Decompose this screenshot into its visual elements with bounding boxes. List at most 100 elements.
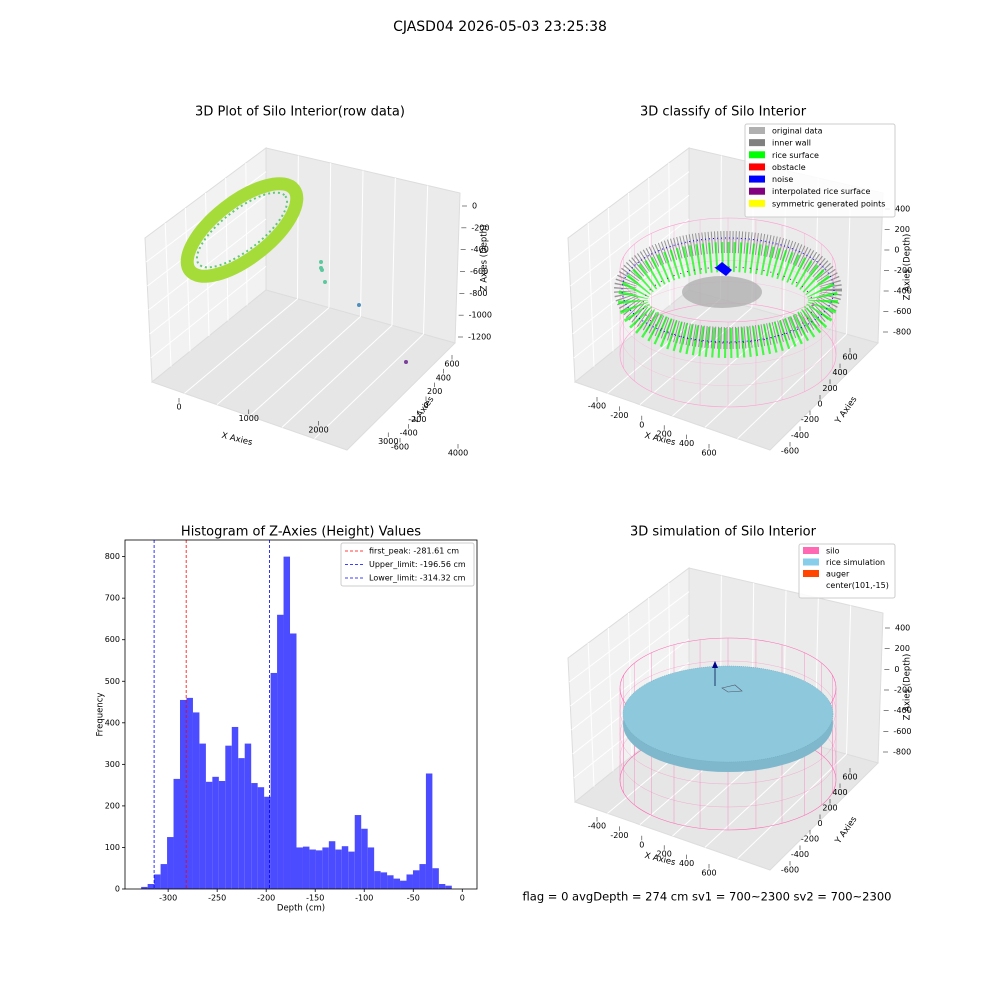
x-tick-label: 4000 bbox=[448, 449, 468, 458]
x-tick-label: -200 bbox=[610, 411, 628, 420]
legend-swatch bbox=[803, 570, 819, 577]
hist-bar bbox=[354, 815, 362, 889]
hist-bar bbox=[296, 847, 303, 889]
hist-bar bbox=[154, 874, 161, 889]
z-tick-label: -200 bbox=[471, 223, 489, 232]
y-tick-label: 200 bbox=[105, 801, 120, 810]
hist-bar bbox=[173, 778, 181, 889]
y-tick-label: 700 bbox=[105, 594, 120, 603]
hist-bar bbox=[322, 847, 329, 889]
hist-bar bbox=[335, 849, 342, 889]
y-axis-label: Y Axies bbox=[833, 814, 860, 846]
legend-swatch bbox=[803, 547, 819, 554]
hist-bar bbox=[186, 697, 193, 889]
z-tick-label: -600 bbox=[893, 307, 911, 316]
legend-label: noise bbox=[772, 175, 793, 184]
legend-swatch bbox=[803, 558, 819, 566]
z-tick-label: 400 bbox=[895, 205, 910, 214]
legend-swatch bbox=[749, 175, 765, 183]
hist-bar bbox=[231, 726, 239, 889]
legend-swatch bbox=[749, 187, 765, 195]
hist-bar bbox=[199, 743, 206, 889]
hist-bar bbox=[432, 868, 439, 889]
x-tick-label: 200 bbox=[657, 850, 672, 859]
pane-grid bbox=[720, 155, 722, 299]
legend-label: original data bbox=[772, 127, 823, 136]
hist-bar bbox=[205, 781, 213, 889]
pane-grid bbox=[639, 307, 753, 406]
hist-bar bbox=[290, 633, 297, 889]
y-tick-label: 200 bbox=[822, 804, 837, 813]
x-tick-label: 2000 bbox=[308, 426, 328, 435]
hist-bar bbox=[367, 847, 375, 889]
rice-points bbox=[618, 242, 838, 358]
x-tick-label: 1000 bbox=[239, 414, 259, 423]
z-tick-label: 0 bbox=[472, 202, 477, 211]
x-tick-label: -200 bbox=[610, 831, 628, 840]
y-tick-label: -600 bbox=[391, 443, 409, 452]
pane-grid bbox=[568, 591, 690, 683]
y-tick-label: 0 bbox=[423, 401, 428, 410]
x-tick-label: 3000 bbox=[378, 437, 398, 446]
y-tick-label: 600 bbox=[444, 360, 459, 369]
hist-bar bbox=[393, 878, 401, 889]
hist-bar bbox=[341, 846, 349, 889]
hist-bar bbox=[283, 556, 291, 889]
legend-frame bbox=[340, 542, 475, 587]
x-tick-label: -200 bbox=[257, 894, 275, 903]
y-tick-label: -400 bbox=[791, 431, 809, 440]
legend-label: center(101,-15) bbox=[826, 581, 889, 590]
hist-bar bbox=[218, 780, 226, 889]
z-tick-label: -400 bbox=[471, 245, 489, 254]
y-tick-label: 200 bbox=[427, 387, 442, 396]
x-axis-label: Depth (cm) bbox=[277, 904, 325, 914]
hist-bar bbox=[387, 875, 394, 889]
y-tick-label: 0 bbox=[817, 819, 822, 828]
z-tick-label: -600 bbox=[470, 267, 488, 276]
x-axis-label: X Axies bbox=[643, 851, 676, 868]
x-tick-label: 400 bbox=[679, 439, 694, 448]
legend-label: Upper_limit: -196.56 cm bbox=[369, 560, 466, 569]
x-tick-label: 0 bbox=[460, 894, 465, 903]
z-tick-label: -800 bbox=[893, 748, 911, 757]
hist-bar bbox=[270, 672, 278, 889]
x-axis-label: X Axies bbox=[643, 431, 676, 448]
z-tick-label: 0 bbox=[894, 665, 899, 674]
noise-ring bbox=[621, 237, 835, 343]
y-tick-label: -400 bbox=[791, 850, 809, 859]
y-tick-label: 800 bbox=[105, 552, 120, 561]
y-tick-label: -200 bbox=[801, 415, 819, 424]
subplot-title: Histogram of Z-Axies (Height) Values bbox=[181, 525, 421, 540]
x-tick-label: -100 bbox=[355, 894, 373, 903]
y-tick-label: 0 bbox=[817, 400, 822, 409]
legend-label: silo bbox=[826, 547, 840, 556]
status-footer: flag = 0 avgDepth = 274 cm sv1 = 700~230… bbox=[523, 890, 892, 904]
pane-grid bbox=[607, 298, 721, 394]
hist-bar bbox=[141, 886, 148, 889]
legend-label: Lower_limit: -314.32 cm bbox=[369, 574, 466, 583]
outlier-point bbox=[357, 303, 361, 307]
x-tick-label: 0 bbox=[176, 403, 181, 412]
legend-swatch bbox=[749, 151, 765, 159]
interp-points bbox=[642, 266, 814, 344]
legend-label: inner wall bbox=[772, 139, 811, 148]
original-points bbox=[682, 276, 762, 308]
x-tick-label: -50 bbox=[407, 894, 420, 903]
x-tick-label: -150 bbox=[306, 894, 324, 903]
x-tick-label: 600 bbox=[701, 449, 716, 458]
y-axis-label: Frequency bbox=[96, 693, 106, 737]
hist-bar bbox=[225, 745, 232, 889]
pane-grid bbox=[737, 753, 847, 860]
auger-tip bbox=[712, 661, 718, 668]
outlier-point bbox=[323, 280, 327, 284]
pane-grid bbox=[423, 185, 429, 335]
pane-grid bbox=[737, 333, 847, 440]
y-tick-label: 300 bbox=[105, 760, 120, 769]
z-tick-label: -600 bbox=[893, 727, 911, 736]
y-tick-label: 500 bbox=[105, 677, 120, 686]
rice-sim-top bbox=[622, 665, 834, 763]
pane-grid bbox=[216, 307, 330, 406]
z-tick-label: -400 bbox=[894, 287, 912, 296]
y-tick-label: -400 bbox=[400, 429, 418, 438]
y-tick-label: -600 bbox=[781, 447, 799, 456]
